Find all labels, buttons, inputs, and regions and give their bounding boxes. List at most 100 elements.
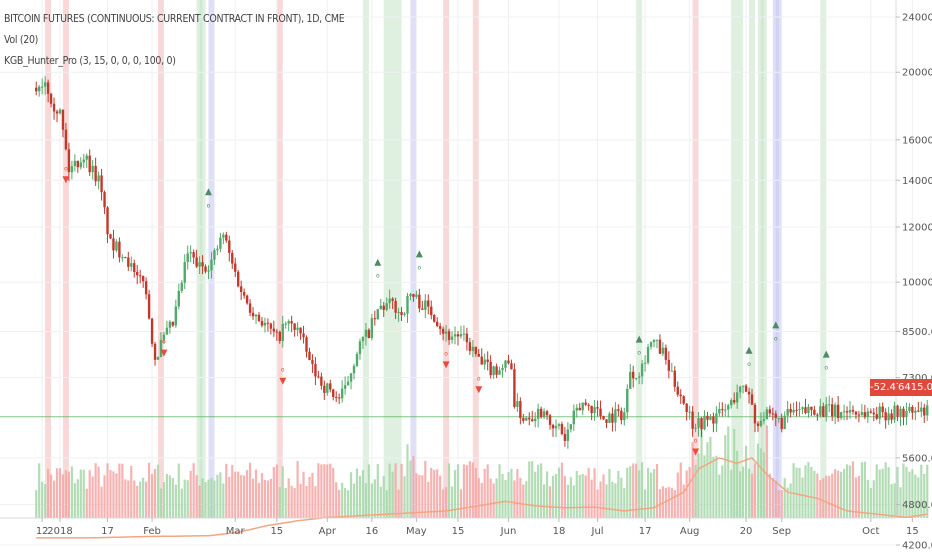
candle-body [121, 257, 124, 259]
candle-body [136, 271, 139, 276]
signal-band [62, 0, 69, 518]
volume-bar [753, 463, 757, 518]
volume-bar [76, 479, 79, 518]
candle-body [40, 86, 44, 88]
volume-bar [183, 479, 186, 518]
candle-body [516, 401, 519, 407]
volume-bar [474, 467, 477, 518]
sell-arrow [62, 176, 70, 184]
volume-bar [145, 481, 148, 518]
volume-bar [655, 463, 659, 518]
candle-body [831, 404, 834, 417]
candle-body [311, 360, 314, 364]
candle-body [854, 411, 858, 415]
volume-bar [673, 489, 676, 518]
volume-bar [608, 469, 611, 518]
volume-bar [605, 484, 608, 518]
candle-body [130, 263, 133, 267]
candle-body [917, 410, 920, 412]
volume-bar [614, 483, 617, 518]
candle-body [427, 300, 430, 307]
candle-body [902, 408, 905, 418]
candle-body [189, 252, 192, 254]
candle-body [127, 257, 130, 267]
time-tick-label: Jun [500, 526, 517, 537]
candle-body [242, 291, 246, 296]
candle-body [911, 406, 914, 413]
signal-band [45, 0, 52, 518]
volume-bar [543, 484, 546, 518]
candle-body [795, 409, 798, 411]
candle-body [397, 312, 400, 314]
candle-body [893, 405, 896, 420]
volume-bar [198, 485, 201, 518]
price-tick-label: 4200.00 [902, 541, 932, 551]
volume-bar [923, 473, 926, 518]
time-tick-label: 2018 [47, 526, 72, 537]
candle-body [528, 417, 531, 420]
signal-band [389, 0, 396, 518]
volume-bar [661, 486, 665, 518]
candle-body [424, 300, 427, 310]
candle-body [159, 339, 163, 357]
candle-body [833, 404, 837, 417]
time-tick-label: Apr [319, 526, 337, 537]
candle-body [183, 262, 186, 283]
candle-body [557, 424, 561, 427]
candle-body [49, 93, 53, 104]
volume-bar [750, 473, 754, 518]
sell-arrow [692, 448, 700, 456]
time-tick-label: Feb [143, 526, 161, 537]
candle-body [816, 414, 819, 416]
candle-body [730, 400, 733, 406]
volume-bar [468, 461, 471, 518]
volume-bar [857, 476, 861, 518]
time-tick-label: Aug [680, 526, 700, 537]
candle-body [477, 354, 480, 357]
candle-body [180, 282, 183, 291]
candle-body [819, 406, 822, 416]
volume-bar [136, 485, 139, 518]
volume-bar [308, 476, 311, 518]
volume-bar [243, 475, 246, 518]
candle-body [293, 323, 296, 330]
candle-body [450, 336, 454, 340]
candle-body [920, 407, 923, 412]
candle-body [869, 411, 873, 413]
candle-body [97, 175, 100, 182]
volume-bar [718, 474, 721, 518]
volume-bar [694, 464, 697, 518]
candle-body [459, 334, 463, 337]
volume-bar [421, 475, 424, 518]
volume-bar [246, 470, 249, 518]
volume-bar [388, 463, 391, 518]
volume-legend[interactable]: Vol (20) [4, 34, 39, 46]
candle-body [100, 175, 103, 193]
volume-ma-line [36, 457, 928, 539]
candle-body [504, 360, 507, 368]
signal-band [362, 0, 369, 518]
volume-bar [914, 474, 917, 518]
volume-bar [305, 486, 308, 518]
candle-body [652, 339, 656, 343]
candle-body [839, 412, 843, 419]
volume-bar [486, 464, 489, 518]
volume-bar [863, 461, 866, 518]
candle-body [685, 403, 688, 413]
candle-body [361, 336, 365, 342]
volume-bar [124, 479, 127, 518]
candle-body [489, 361, 492, 376]
candle-body [67, 149, 71, 173]
candle-body [495, 366, 498, 375]
candle-body [845, 411, 849, 413]
volume-bar [688, 467, 691, 518]
volume-bar [225, 463, 228, 518]
candle-body [807, 406, 810, 413]
volume-bar [109, 470, 112, 518]
candle-body [563, 434, 567, 441]
symbol-title[interactable]: BITCOIN FUTURES (CONTINUOUS: CURRENT CON… [4, 13, 345, 25]
indicator-legend[interactable]: KGB_Hunter_Pro (3, 15, 0, 0, 0, 100, 0) [4, 55, 176, 67]
candle-body [124, 257, 127, 259]
